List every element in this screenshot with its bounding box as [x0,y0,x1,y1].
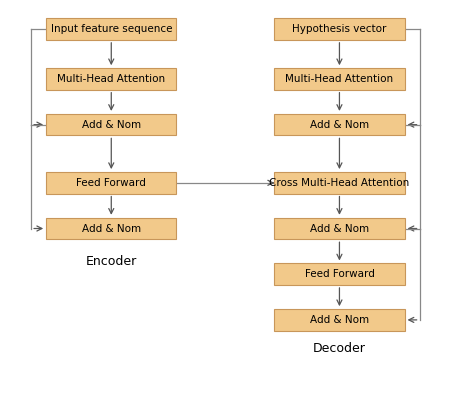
Text: Multi-Head Attention: Multi-Head Attention [285,74,393,84]
FancyBboxPatch shape [46,172,176,193]
FancyBboxPatch shape [46,218,176,239]
Text: Hypothesis vector: Hypothesis vector [292,24,387,34]
Text: Encoder: Encoder [86,255,137,268]
FancyBboxPatch shape [274,114,405,135]
Text: Feed Forward: Feed Forward [304,269,374,279]
FancyBboxPatch shape [274,218,405,239]
Text: Add & Nom: Add & Nom [310,224,369,233]
FancyBboxPatch shape [274,18,405,40]
Text: Add & Nom: Add & Nom [310,315,369,325]
FancyBboxPatch shape [274,264,405,285]
Text: Multi-Head Attention: Multi-Head Attention [57,74,165,84]
FancyBboxPatch shape [274,68,405,90]
Text: Input feature sequence: Input feature sequence [51,24,172,34]
FancyBboxPatch shape [274,172,405,193]
FancyBboxPatch shape [46,18,176,40]
FancyBboxPatch shape [46,68,176,90]
Text: Cross Multi-Head Attention: Cross Multi-Head Attention [269,178,410,188]
Text: Feed Forward: Feed Forward [76,178,146,188]
Text: Add & Nom: Add & Nom [82,224,141,233]
Text: Add & Nom: Add & Nom [82,120,141,130]
FancyBboxPatch shape [46,114,176,135]
FancyBboxPatch shape [274,309,405,331]
Text: Add & Nom: Add & Nom [310,120,369,130]
Text: Decoder: Decoder [313,343,366,355]
